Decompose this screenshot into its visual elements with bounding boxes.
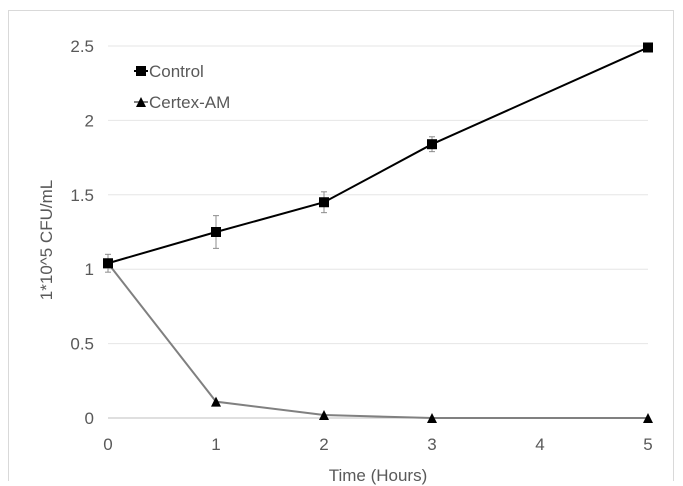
x-tick-label: 4 — [535, 435, 544, 454]
y-tick-label: 2 — [85, 111, 94, 130]
y-tick-label: 0.5 — [70, 335, 94, 354]
data-point-control — [643, 42, 653, 53]
y-tick-label: 0 — [85, 409, 94, 428]
y-tick-label: 1 — [85, 260, 94, 279]
x-tick-label: 5 — [643, 435, 652, 454]
data-point-control — [427, 139, 437, 150]
data-point-control — [103, 258, 113, 269]
data-point-control — [211, 227, 221, 237]
data-point-control — [319, 197, 329, 208]
x-tick-label: 1 — [211, 435, 220, 454]
series-control — [103, 42, 653, 273]
legend-label-certex: Certex-AM — [149, 93, 230, 112]
data-point-certex — [319, 410, 329, 421]
legend: Control Certex-AM — [134, 62, 230, 112]
x-tick-labels: 0 1 2 3 4 5 — [103, 435, 652, 454]
data-point-certex — [211, 396, 221, 407]
x-axis-title: Time (Hours) — [329, 466, 428, 485]
series-certex — [103, 258, 653, 423]
legend-item-control: Control — [134, 62, 204, 81]
series-line-certex — [107, 262, 648, 419]
y-tick-label: 1.5 — [70, 186, 94, 205]
gridlines — [108, 45, 648, 345]
legend-marker-control — [136, 66, 146, 76]
y-tick-labels: 0 0.5 1 1.5 2 2.5 — [70, 37, 94, 428]
legend-item-certex: Certex-AM — [134, 93, 230, 112]
data-point-certex — [643, 413, 653, 423]
x-tick-label: 0 — [103, 435, 112, 454]
y-tick-label: 2.5 — [70, 37, 94, 56]
chart-frame — [8, 10, 674, 481]
legend-label-control: Control — [149, 62, 204, 81]
legend-marker-certex — [136, 97, 146, 107]
series-layer — [103, 42, 653, 423]
x-tick-label: 3 — [427, 435, 436, 454]
x-tick-label: 2 — [319, 435, 328, 454]
data-point-certex — [427, 413, 437, 423]
y-axis-title: 1*10^5 CFU/mL — [37, 180, 56, 300]
